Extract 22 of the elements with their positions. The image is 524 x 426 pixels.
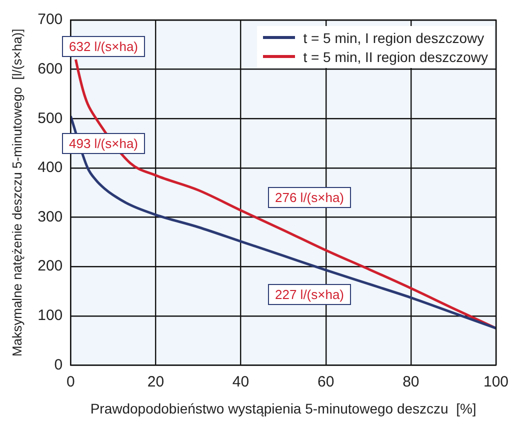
annotation: 227 l/(s×ha) [268, 284, 352, 305]
x-axis-title: Prawdopodobieństwo wystąpienia 5-minutowego deszczu [%] [90, 400, 476, 416]
y-tick-label: 100 [38, 307, 63, 324]
annotation: 632 l/(s×ha) [62, 36, 146, 57]
legend-label: t = 5 min, II region deszczowy [303, 48, 488, 64]
y-tick-label: 600 [38, 60, 63, 78]
legend-label: t = 5 min, I region deszczowy [303, 30, 484, 46]
x-tick-label: 20 [147, 373, 164, 390]
annotation: 493 l/(s×ha) [62, 133, 146, 154]
x-tick-label: 40 [232, 373, 250, 390]
y-tick-label: 0 [54, 356, 63, 374]
y-tick-label: 500 [38, 110, 63, 127]
annotation: 276 l/(s×ha) [268, 187, 352, 208]
y-tick-label: 400 [38, 159, 63, 176]
y-tick-label: 200 [38, 258, 63, 275]
x-tick-label: 80 [402, 373, 420, 390]
x-tick-label: 0 [66, 373, 75, 390]
x-tick-label: 60 [318, 373, 334, 390]
y-axis-title: Maksymalne natężenie deszczu 5-minutowego [l/(s×ha)] [9, 28, 24, 356]
y-tick-label: 700 [38, 11, 63, 28]
x-tick-label: 100 [483, 373, 509, 390]
y-tick-label: 300 [38, 208, 63, 226]
